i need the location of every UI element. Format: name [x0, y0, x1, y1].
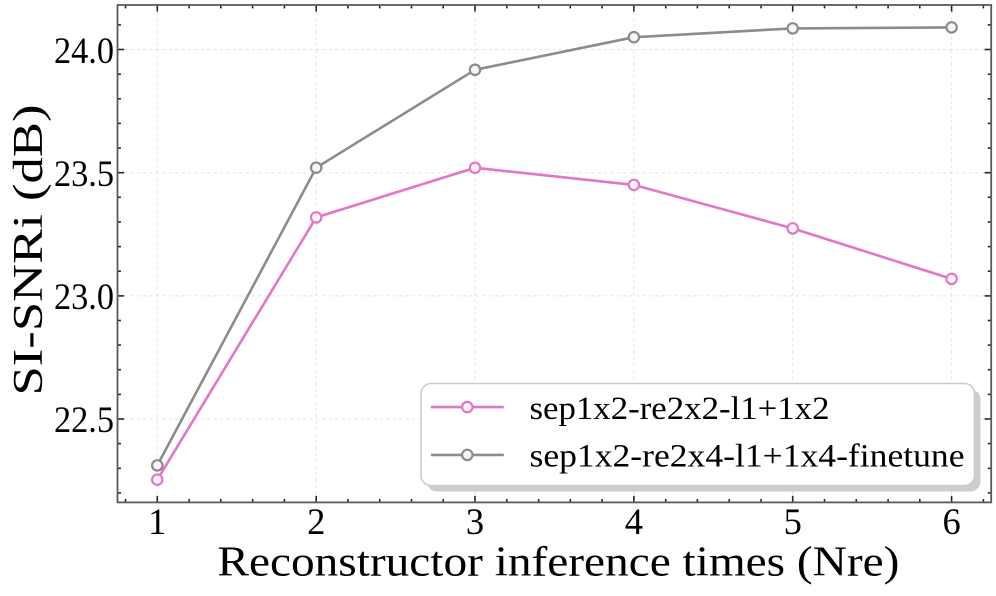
svg-text:1: 1 — [148, 501, 166, 542]
svg-text:Reconstructor inference times: Reconstructor inference times (Nre) — [217, 539, 899, 586]
svg-text:22.5: 22.5 — [54, 399, 114, 440]
svg-text:6: 6 — [942, 501, 960, 542]
svg-text:23.0: 23.0 — [54, 276, 114, 317]
svg-text:24.0: 24.0 — [54, 30, 114, 71]
svg-text:sep1x2-re2x4-l1+1x4-finetune: sep1x2-re2x4-l1+1x4-finetune — [530, 439, 965, 475]
svg-text:4: 4 — [625, 501, 643, 542]
svg-text:5: 5 — [784, 501, 802, 542]
svg-text:23.5: 23.5 — [54, 153, 114, 194]
svg-text:SI-SNRi (dB): SI-SNRi (dB) — [5, 105, 52, 396]
svg-text:3: 3 — [466, 501, 484, 542]
svg-text:2: 2 — [307, 501, 325, 542]
svg-text:sep1x2-re2x2-l1+1x2: sep1x2-re2x2-l1+1x2 — [530, 391, 830, 427]
